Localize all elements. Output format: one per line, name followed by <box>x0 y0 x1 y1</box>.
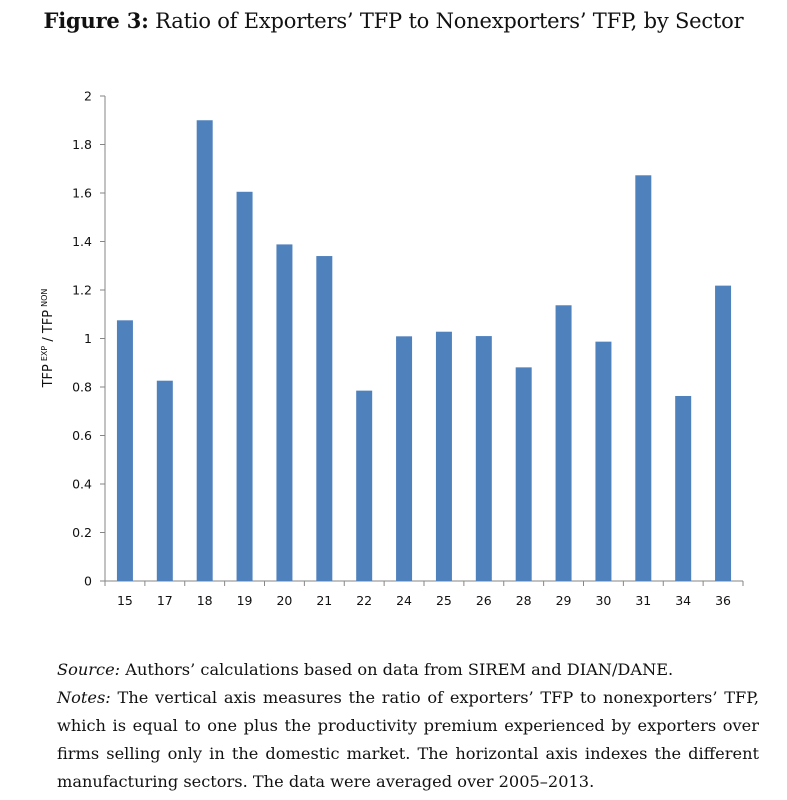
bar-sector-34 <box>675 395 692 581</box>
y-axis-label-sup-exp: EXP <box>40 346 49 362</box>
bar-sector-30 <box>595 341 612 581</box>
figure-title-text: Ratio of Exporters’ TFP to Nonexporters’… <box>155 9 744 33</box>
figure-title: Figure 3: Ratio of Exporters’ TFP to Non… <box>0 8 787 33</box>
bar-sector-18 <box>196 120 213 581</box>
figure-caption: Source: Authors’ calculations based on d… <box>57 656 759 796</box>
y-axis-label-mid: / TFP <box>41 310 56 346</box>
bar-sector-28 <box>515 367 532 581</box>
y-tick-label: 1.4 <box>72 234 92 249</box>
y-tick-label: 0.8 <box>72 380 92 395</box>
bar-sector-17 <box>156 380 173 581</box>
notes-text: The vertical axis measures the ratio of … <box>57 688 759 791</box>
bar-sector-24 <box>396 336 413 581</box>
bar-sector-36 <box>715 285 732 581</box>
bars <box>116 120 732 582</box>
y-tick-label: 1.6 <box>72 186 92 201</box>
y-axis-label-main: TFP <box>41 364 56 388</box>
source-text: Authors’ calculations based on data from… <box>125 660 674 679</box>
y-tick-label: 0.2 <box>72 525 92 540</box>
y-axis: 0 0.2 0.4 0.6 0.8 1 1.2 1.4 1.6 1.8 2 <box>72 89 106 589</box>
y-tick-label: 1.2 <box>72 283 92 298</box>
x-tick-label: 34 <box>675 593 691 608</box>
bar-sector-26 <box>475 336 492 581</box>
x-tick-label: 31 <box>635 593 651 608</box>
y-tick-label: 0 <box>84 574 92 589</box>
y-axis-label: TFP EXP / TFP NON <box>40 289 56 389</box>
notes-label: Notes: <box>57 688 111 707</box>
x-tick-label: 22 <box>356 593 372 608</box>
x-tick-label: 36 <box>715 593 731 608</box>
bar-sector-21 <box>316 256 333 581</box>
bar-sector-31 <box>635 175 652 582</box>
x-tick-label: 17 <box>157 593 173 608</box>
x-tick-label: 24 <box>396 593 412 608</box>
y-axis-label-sup-non: NON <box>40 289 49 307</box>
bar-chart: 0 0.2 0.4 0.6 0.8 1 1.2 1.4 1.6 1.8 2 15 17 18 19 20 21… <box>40 89 744 608</box>
x-tick-label: 21 <box>316 593 332 608</box>
source-note: Source: Authors’ calculations based on d… <box>57 656 759 684</box>
x-tick-label: 20 <box>276 593 292 608</box>
bar-sector-25 <box>435 331 452 581</box>
y-tick-label: 1.8 <box>72 137 92 152</box>
figure-label: Figure 3: <box>43 8 149 33</box>
y-tick-label: 1 <box>84 331 92 346</box>
bar-sector-15 <box>116 320 133 581</box>
source-label: Source: <box>57 660 121 679</box>
notes: Notes: The vertical axis measures the ra… <box>57 684 759 796</box>
x-tick-label: 28 <box>516 593 532 608</box>
x-tick-label: 25 <box>436 593 452 608</box>
x-tick-label: 19 <box>237 593 253 608</box>
bar-sector-22 <box>356 390 373 581</box>
x-tick-label: 29 <box>556 593 572 608</box>
bar-sector-20 <box>276 244 293 581</box>
x-tick-label: 30 <box>595 593 611 608</box>
bar-sector-29 <box>555 305 572 581</box>
y-tick-label: 0.6 <box>72 428 92 443</box>
bar-sector-19 <box>236 191 253 581</box>
x-tick-label: 26 <box>476 593 492 608</box>
x-tick-label: 18 <box>197 593 213 608</box>
x-tick-label: 15 <box>117 593 133 608</box>
y-tick-label: 0.4 <box>72 477 92 492</box>
x-axis: 15 17 18 19 20 21 22 24 25 26 28 29 30 31 34 36 <box>104 580 744 608</box>
y-tick-label: 2 <box>84 89 92 104</box>
